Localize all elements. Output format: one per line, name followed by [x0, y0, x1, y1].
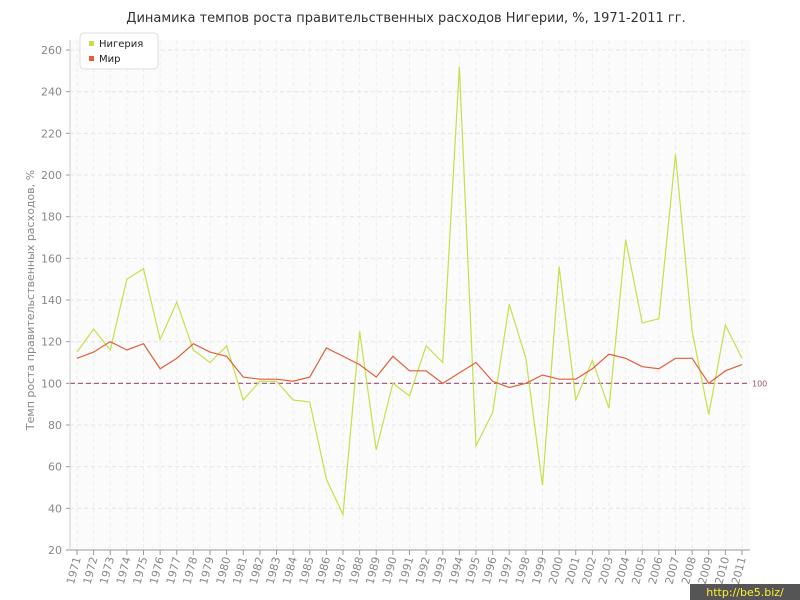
- y-tick-label: 160: [41, 252, 62, 265]
- y-tick-label: 240: [41, 86, 62, 99]
- y-tick-label: 220: [41, 127, 62, 140]
- y-tick-label: 60: [48, 461, 62, 474]
- grid: [70, 40, 750, 551]
- y-tick-label: 40: [48, 502, 62, 515]
- marks: [70, 66, 750, 517]
- legend-label: Мир: [99, 54, 120, 65]
- y-tick-label: 180: [41, 211, 62, 224]
- y-tick-label: 260: [41, 44, 62, 57]
- watermark: http://be5.biz/: [706, 586, 784, 599]
- reference-label: 100: [752, 379, 767, 388]
- y-tick-label: 200: [41, 169, 62, 182]
- series-line: [76, 66, 743, 517]
- legend: Нигерия Мир: [79, 32, 159, 70]
- legend-swatch: [89, 56, 94, 61]
- y-tick-label: 80: [48, 419, 62, 432]
- legend-box: [79, 32, 159, 70]
- watermark-box: [690, 584, 800, 600]
- series-line: [76, 340, 743, 389]
- legend-label: Нигерия: [99, 39, 143, 50]
- y-axis-label: Темп роста правительственных расходов, %: [24, 170, 37, 431]
- legend-swatch: [89, 41, 94, 46]
- chart-title: Динамика темпов роста правительственных …: [126, 11, 685, 26]
- y-tick-label: 140: [41, 294, 62, 307]
- y-tick-label: 100: [41, 377, 62, 390]
- y-tick-label: 20: [48, 544, 62, 557]
- y-tick-label: 120: [41, 336, 62, 349]
